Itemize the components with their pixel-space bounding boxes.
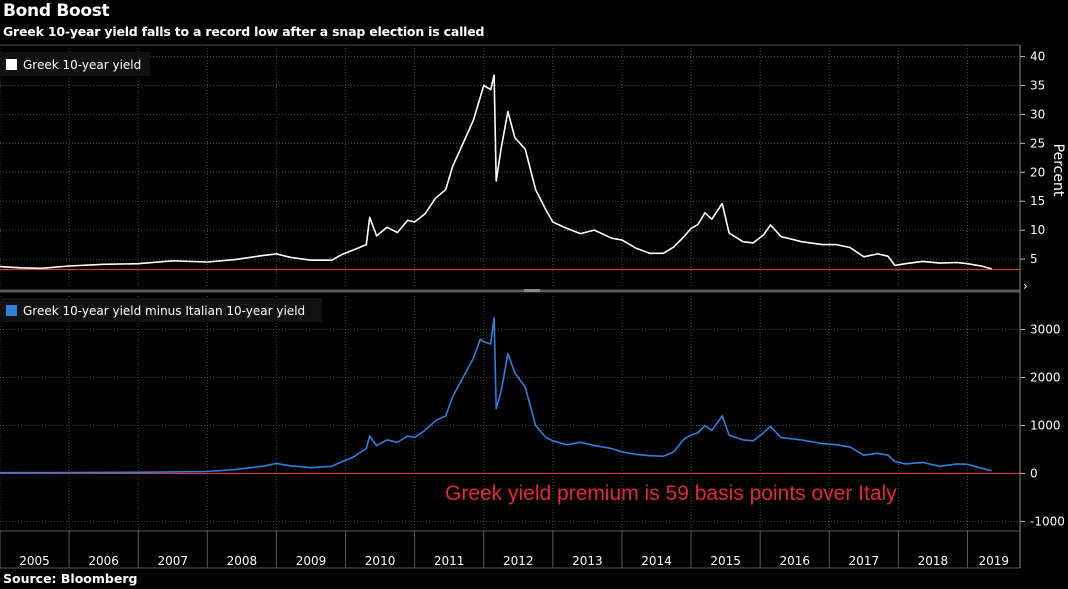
top-legend-label: Greek 10-year yield xyxy=(23,58,141,72)
x-axis-year-label: 2015 xyxy=(710,554,741,568)
bottom-legend-label: Greek 10-year yield minus Italian 10-yea… xyxy=(23,304,305,318)
x-axis-year-label: 2008 xyxy=(227,554,258,568)
top-y-tick-label: 20 xyxy=(1030,165,1045,179)
x-axis-ticks: 2005 2006 2007 2008 2009 2010 2011 2012 2013 2014… xyxy=(0,531,1009,568)
top-y-tick-label: 5 xyxy=(1030,252,1038,266)
x-axis-year-label: 2019 xyxy=(978,554,1009,568)
spread-annotation: Greek yield premium is 59 basis points o… xyxy=(445,482,897,505)
top-y-tick-label: 40 xyxy=(1030,50,1045,64)
greek-yield-line xyxy=(0,74,992,270)
top-y-tick-label: 30 xyxy=(1030,107,1045,121)
bottom-y-tick-label: 3000 xyxy=(1030,323,1061,337)
chart-subtitle: Greek 10-year yield falls to a record lo… xyxy=(3,24,485,39)
bottom-panel: -1000 0 1000 2000 3000 Greek 10-year yield m… xyxy=(0,296,1065,531)
top-y-axis: 5 10 15 20 25 30 35 40 › xyxy=(1020,50,1045,293)
top-legend-swatch xyxy=(6,59,17,70)
top-y-tick-label: 10 xyxy=(1030,223,1045,237)
top-legend: Greek 10-year yield xyxy=(0,52,150,76)
x-axis-year-label: 2005 xyxy=(19,554,50,568)
top-y-tick-label: 15 xyxy=(1030,194,1045,208)
x-axis-year-label: 2007 xyxy=(157,554,188,568)
source-note: Source: Bloomberg xyxy=(3,571,138,586)
top-gridlines xyxy=(0,45,1020,288)
x-axis-year-label: 2009 xyxy=(296,554,327,568)
bottom-y-tick-label: 0 xyxy=(1030,466,1038,480)
x-axis-year-label: 2018 xyxy=(918,554,949,568)
x-axis-year-label: 2017 xyxy=(849,554,880,568)
top-axis-arrow-icon: › xyxy=(1023,279,1028,293)
x-axis-year-label: 2016 xyxy=(779,554,810,568)
bottom-y-axis: -1000 0 1000 2000 3000 xyxy=(1020,323,1065,528)
panel-resize-handle[interactable] xyxy=(524,289,540,292)
bottom-y-tick-label: -1000 xyxy=(1030,514,1065,528)
top-y-axis-title: Percent xyxy=(1050,144,1066,197)
bottom-y-tick-label: 2000 xyxy=(1030,371,1061,385)
greek-italian-spread-line xyxy=(0,316,992,474)
top-y-tick-label: 35 xyxy=(1030,79,1045,93)
top-legend-box xyxy=(0,52,150,76)
x-axis-year-label: 2011 xyxy=(434,554,465,568)
x-axis-year-label: 2014 xyxy=(641,554,672,568)
bottom-legend: Greek 10-year yield minus Italian 10-yea… xyxy=(0,298,322,322)
top-panel: 5 10 15 20 25 30 35 40 › Greek 10-year yield Per… xyxy=(0,44,1066,293)
bottom-legend-box xyxy=(0,298,322,322)
top-y-tick-label: 25 xyxy=(1030,136,1045,150)
x-axis-year-label: 2012 xyxy=(503,554,534,568)
bottom-y-tick-label: 1000 xyxy=(1030,418,1061,432)
x-axis-year-label: 2013 xyxy=(572,554,603,568)
x-axis-year-label: 2006 xyxy=(88,554,119,568)
chart-title: Bond Boost xyxy=(3,1,110,21)
x-axis-year-label: 2010 xyxy=(365,554,396,568)
x-axis: 2005 2006 2007 2008 2009 2010 2011 2012 2013 2014… xyxy=(0,530,1020,569)
bottom-gridlines xyxy=(0,296,1020,531)
bottom-legend-swatch xyxy=(6,305,17,316)
